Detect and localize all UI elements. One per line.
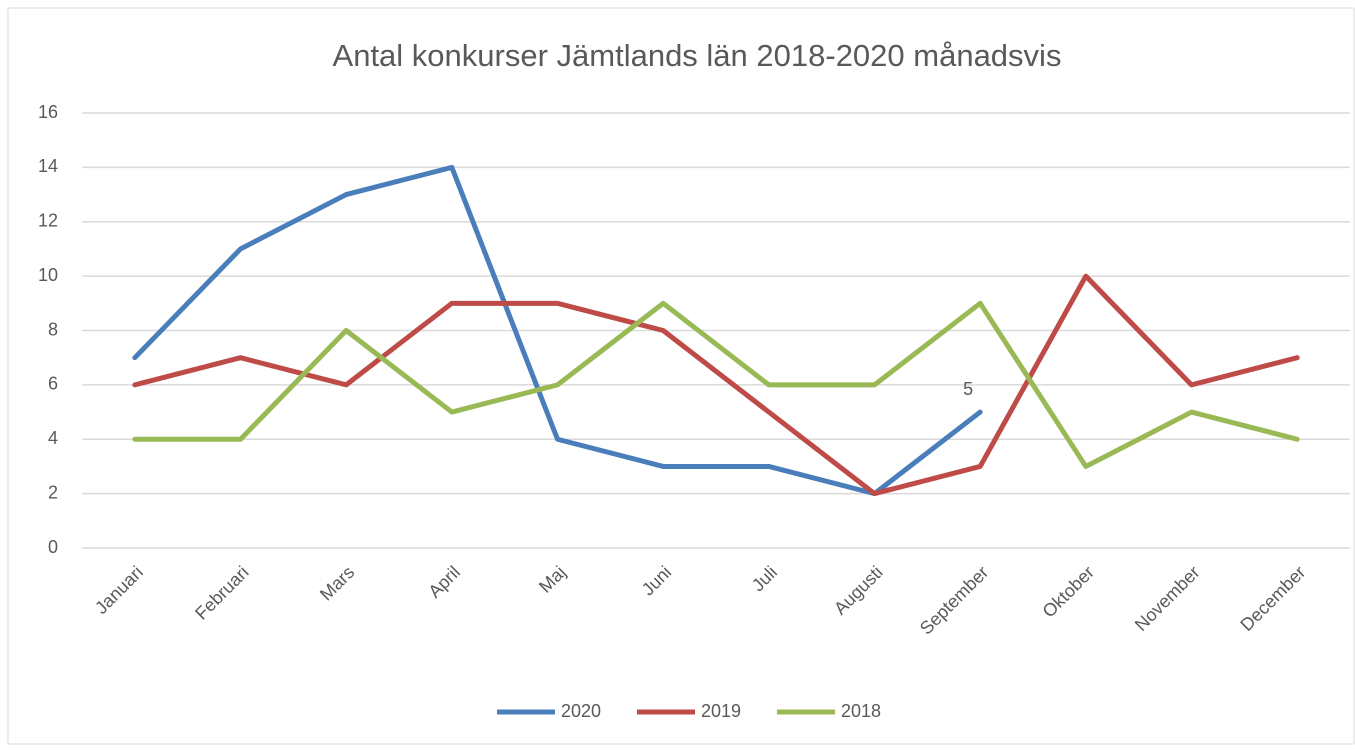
- legend-label: 2020: [561, 701, 601, 721]
- y-tick-label: 16: [38, 102, 58, 122]
- chart-frame: [7, 7, 1355, 745]
- legend-label: 2019: [701, 701, 741, 721]
- series-line: [132, 273, 1300, 497]
- y-tick-label: 4: [48, 428, 58, 448]
- data-label: 5: [963, 379, 973, 399]
- y-tick-label: 0: [48, 537, 58, 557]
- y-tick-label: 14: [38, 156, 58, 176]
- series-line: [132, 164, 983, 497]
- y-tick-label: 2: [48, 482, 58, 502]
- y-tick-label: 8: [48, 319, 58, 339]
- series-line: [132, 300, 1300, 469]
- y-tick-label: 10: [38, 265, 58, 285]
- y-tick-label: 12: [38, 211, 58, 231]
- legend-label: 2018: [841, 701, 881, 721]
- y-tick-label: 6: [48, 374, 58, 394]
- chart-title: Antal konkurser Jämtlands län 2018-2020 …: [333, 38, 1062, 73]
